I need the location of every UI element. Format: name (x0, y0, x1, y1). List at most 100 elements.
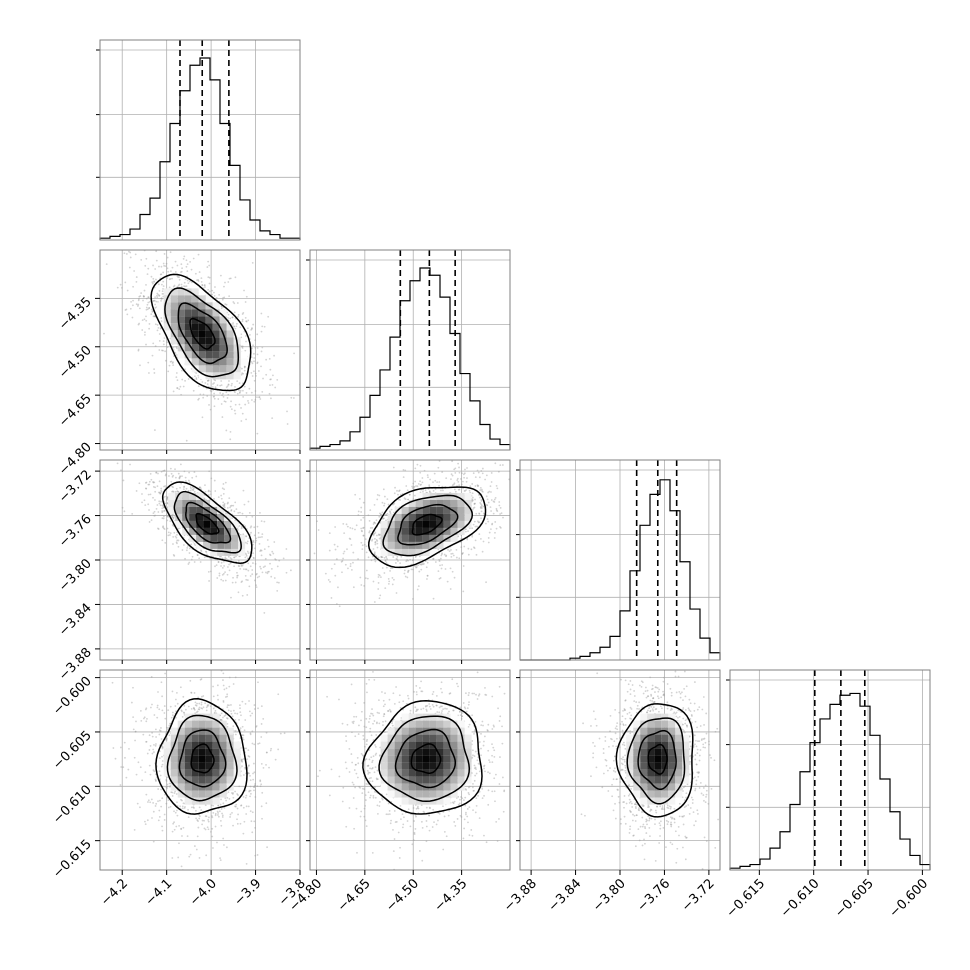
density-cell (394, 513, 402, 521)
sample-point (253, 547, 256, 550)
density-cell (240, 358, 248, 366)
sample-point (453, 576, 456, 579)
sample-point (173, 828, 176, 831)
sample-point (495, 509, 498, 512)
sample-point (214, 490, 217, 492)
histogram-3 (729, 692, 931, 870)
sample-point (224, 281, 226, 284)
sample-point (456, 477, 459, 480)
sample-point (207, 489, 210, 492)
sample-point (161, 349, 163, 352)
sample-point (342, 552, 345, 555)
sample-point (233, 556, 235, 559)
sample-point (251, 347, 253, 350)
sample-point (173, 284, 176, 287)
sample-point (209, 570, 212, 573)
sample-point (363, 585, 366, 587)
sample-point (247, 402, 250, 404)
sample-point (207, 820, 210, 823)
histogram-panel-3 (726, 669, 931, 871)
sample-point (219, 718, 222, 721)
contour-line (382, 494, 474, 557)
sample-point (166, 267, 169, 270)
sample-point (474, 539, 477, 542)
sample-point (206, 395, 209, 397)
sample-point (161, 760, 164, 762)
sample-point (153, 510, 156, 513)
density-cell (168, 499, 176, 507)
sample-point (203, 284, 206, 286)
sample-point (228, 797, 231, 800)
sample-point (381, 501, 384, 504)
sample-point (342, 557, 344, 560)
sample-point (167, 270, 170, 273)
sample-point (219, 392, 222, 394)
sample-point (404, 469, 407, 472)
sample-point (416, 588, 419, 591)
density-cell (184, 337, 192, 345)
sample-point (206, 266, 209, 268)
sample-point (160, 299, 162, 302)
sample-point (162, 262, 165, 265)
sample-point (245, 805, 248, 808)
sample-point (255, 374, 257, 377)
density-cell (408, 499, 416, 507)
sample-point (143, 289, 146, 292)
sample-point (151, 282, 154, 285)
contour-line (173, 491, 242, 554)
sample-point (476, 469, 479, 472)
sample-point (160, 298, 163, 300)
sample-point (240, 526, 243, 528)
sample-point (370, 559, 373, 562)
sample-point (166, 783, 169, 786)
sample-point (485, 495, 488, 498)
sample-point (220, 380, 223, 382)
sample-point (220, 307, 223, 310)
sample-point (197, 398, 200, 401)
sample-point (463, 472, 466, 475)
sample-point (253, 352, 255, 355)
sample-point (213, 295, 216, 297)
density-cell (189, 520, 197, 528)
sample-point (158, 295, 161, 297)
density-cell (210, 541, 218, 549)
sample-point (181, 267, 183, 270)
sample-point (157, 293, 160, 296)
sample-point (440, 567, 443, 570)
sample-point (232, 824, 234, 827)
sample-point (371, 527, 374, 529)
sample-point (177, 490, 180, 493)
sample-point (151, 246, 153, 248)
sample-point (233, 556, 236, 559)
density-cell (191, 302, 199, 310)
sample-point (256, 333, 259, 336)
sample-point (195, 475, 198, 478)
sample-point (169, 532, 172, 535)
sample-point (116, 462, 119, 465)
sample-point (193, 807, 195, 809)
sample-point (226, 717, 229, 720)
sample-point (490, 499, 493, 501)
sample-point (481, 472, 484, 475)
histogram-panel-2 (516, 459, 721, 661)
sample-point (379, 513, 382, 516)
sample-point (246, 557, 249, 560)
sample-point (223, 296, 226, 299)
sample-point (276, 581, 279, 584)
sample-point (171, 524, 174, 526)
sample-point (153, 315, 156, 318)
sample-point (358, 498, 361, 500)
sample-point (192, 257, 195, 260)
sample-point (366, 577, 369, 580)
sample-point (185, 285, 188, 288)
sample-point (338, 605, 341, 608)
sample-point (254, 398, 257, 401)
sample-point (176, 387, 179, 389)
sample-point (374, 558, 376, 560)
sample-point (457, 457, 459, 459)
sample-point (350, 568, 353, 571)
sample-point (169, 722, 172, 725)
sample-point (362, 534, 365, 537)
sample-point (242, 489, 245, 492)
sample-point (129, 256, 132, 259)
